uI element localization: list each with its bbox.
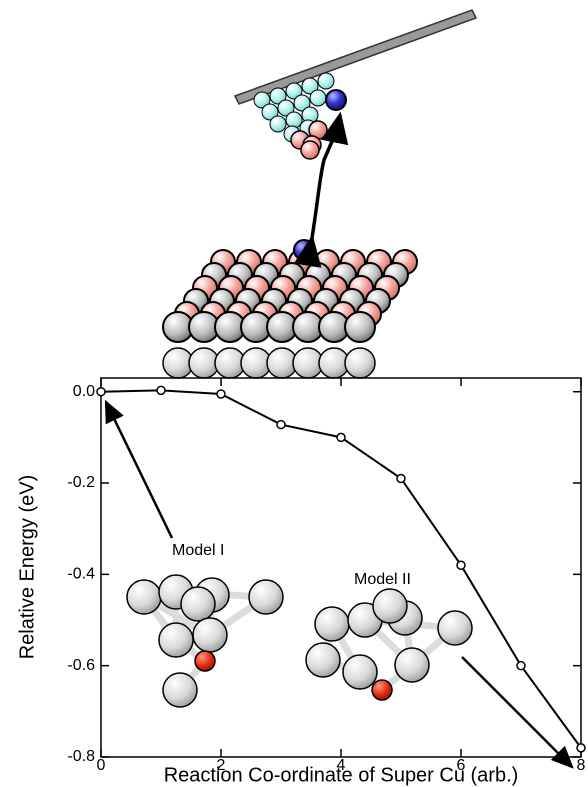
atom	[301, 141, 319, 159]
atom	[163, 673, 197, 707]
data-point	[277, 421, 285, 429]
data-point	[577, 744, 585, 752]
atom	[315, 607, 349, 641]
data-point	[337, 433, 345, 441]
data-point	[397, 474, 405, 482]
x-tick-label: 4	[337, 757, 346, 774]
data-point	[157, 386, 165, 394]
atom	[195, 651, 215, 671]
atom	[343, 655, 377, 689]
atom	[395, 648, 429, 682]
atom	[373, 589, 407, 623]
atom	[193, 618, 227, 652]
atom	[345, 348, 375, 378]
atom	[159, 623, 193, 657]
figure: Model I Model II Reaction Co-ordinate of…	[0, 0, 588, 787]
arrow	[106, 402, 172, 538]
atom	[294, 240, 314, 260]
data-point	[97, 388, 105, 396]
annotation: Model II	[354, 571, 411, 588]
x-tick-label: 0	[97, 757, 106, 774]
data-point	[517, 662, 525, 670]
y-tick-label: -0.8	[67, 748, 95, 765]
atom	[286, 112, 302, 128]
y-tick-label: -0.6	[67, 657, 95, 674]
y-axis-label: Relative Energy (eV)	[16, 475, 38, 660]
data-point	[457, 561, 465, 569]
atom	[181, 587, 215, 621]
x-tick-label: 2	[217, 757, 226, 774]
atom	[438, 611, 472, 645]
tip-holder	[235, 10, 476, 104]
insets	[127, 575, 472, 707]
x-tick-label: 8	[577, 757, 586, 774]
annotation: Model I	[172, 542, 224, 559]
atom	[310, 90, 326, 106]
atom	[249, 580, 283, 614]
x-tick-label: 6	[457, 757, 466, 774]
atom	[372, 680, 392, 700]
y-tick-label: 0.0	[73, 383, 95, 400]
y-tick-label: -0.2	[67, 474, 95, 491]
atom	[127, 580, 161, 614]
atom	[306, 643, 340, 677]
atom	[270, 116, 286, 132]
atom	[345, 312, 375, 342]
data-point	[217, 390, 225, 398]
schematic	[163, 10, 476, 378]
atom	[326, 90, 346, 110]
y-tick-label: -0.4	[67, 566, 95, 583]
atom	[318, 73, 334, 89]
